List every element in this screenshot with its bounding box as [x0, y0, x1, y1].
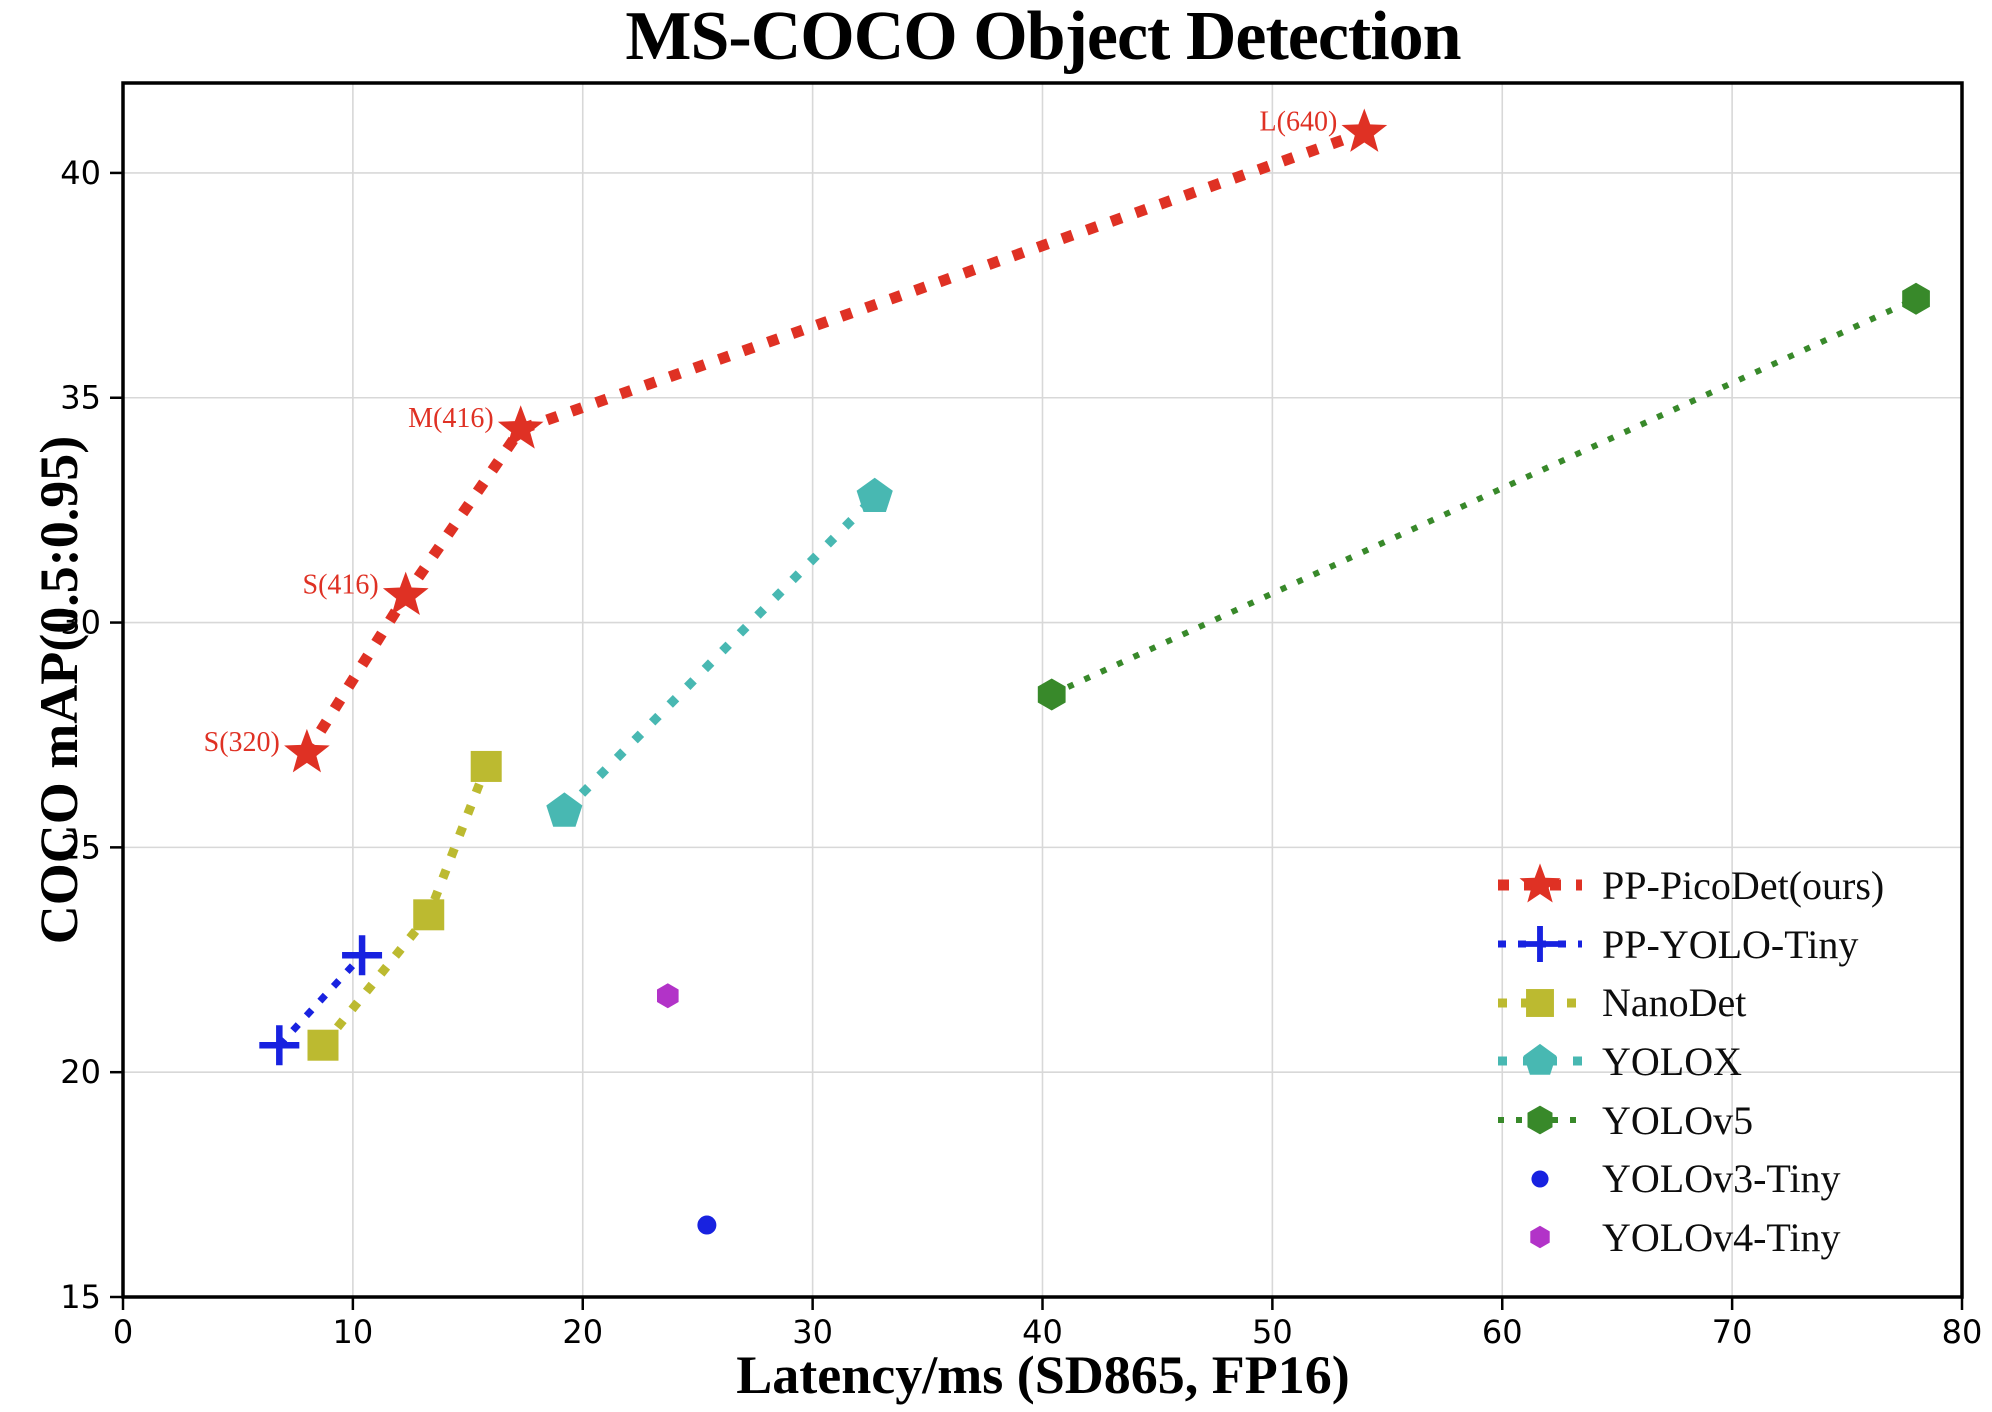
legend-swatch-5 — [1531, 1170, 1549, 1188]
y-tick-label-35: 35 — [60, 379, 101, 417]
marker-yolov5-0 — [1037, 678, 1066, 711]
legend-label-0: PP-PicoDet(ours) — [1602, 862, 1885, 908]
chart-title: MS-COCO Object Detection — [625, 0, 1461, 75]
legend: PP-PicoDet(ours) PP-YOLO-Tiny NanoDet YO… — [1496, 856, 1884, 1267]
legend-swatch-1 — [1498, 926, 1582, 963]
legend-item-pp-yolo-tiny: PP-YOLO-Tiny — [1496, 915, 1884, 974]
legend-item-yolov3-tiny: YOLOv3-Tiny — [1496, 1149, 1884, 1208]
marker-yolox-1 — [856, 477, 893, 512]
point-label-pp-picodet-ours-2: M(416) — [408, 403, 494, 434]
legend-label-6: YOLOv4-Tiny — [1602, 1214, 1841, 1260]
marker-pp-yolo-tiny-0 — [259, 1025, 300, 1066]
marker-pp-yolo-tiny-1 — [342, 935, 383, 976]
legend-label-5: YOLOv3-Tiny — [1602, 1156, 1841, 1202]
square-icon — [1526, 988, 1554, 1017]
legend-swatch-3 — [1498, 1044, 1582, 1076]
legend-label-1: PP-YOLO-Tiny — [1602, 921, 1859, 967]
legend-swatch-4 — [1498, 1105, 1582, 1135]
point-label-pp-picodet-ours-1: S(416) — [303, 570, 379, 601]
series-line-pp-yolo-tiny — [276, 952, 365, 1048]
x-axis-label: Latency/ms (SD865, FP16) — [736, 1345, 1350, 1405]
x-tick-label-70: 70 — [1712, 1313, 1753, 1351]
x-tick-label-30: 30 — [792, 1313, 833, 1351]
marker-pp-picodet-ours-2 — [497, 405, 544, 449]
series-line-pp-picodet-ours — [302, 127, 1367, 756]
x-tick-label-40: 40 — [1022, 1313, 1063, 1351]
marker-pp-picodet-ours-3 — [1341, 108, 1388, 152]
x-tick-label-20: 20 — [562, 1313, 603, 1351]
pentagon-icon — [1523, 1044, 1557, 1076]
y-tick-label-20: 20 — [60, 1053, 101, 1091]
marker-yolox-0 — [546, 792, 583, 827]
y-tick-label-30: 30 — [60, 604, 101, 642]
series-line-yolox — [561, 493, 878, 815]
point-label-pp-picodet-ours-0: S(320) — [204, 727, 280, 758]
marker-nanodet-1 — [413, 899, 445, 931]
legend-label-2: NanoDet — [1602, 980, 1747, 1026]
legend-item-yolox: YOLOX — [1496, 1032, 1884, 1091]
marker-nanodet-2 — [470, 750, 502, 782]
legend-item-nanodet: NanoDet — [1496, 973, 1884, 1032]
marker-yolov5-1 — [1902, 282, 1930, 315]
marker-yolov3-tiny-0 — [697, 1215, 717, 1235]
hexagon-small-icon — [1530, 1226, 1550, 1249]
y-tick-label-25: 25 — [60, 828, 101, 866]
legend-label-4: YOLOv5 — [1602, 1097, 1754, 1143]
y-tick-label-15: 15 — [60, 1278, 101, 1316]
y-axis-label: COCO mAP(0.5:0.95) — [29, 435, 89, 945]
marker-yolov4-tiny-0 — [657, 983, 679, 1009]
marker-pp-picodet-ours-0 — [284, 728, 330, 773]
legend-item-yolov4-tiny: YOLOv4-Tiny — [1496, 1208, 1884, 1267]
legend-swatch-2 — [1498, 988, 1582, 1017]
x-tick-label-60: 60 — [1482, 1313, 1523, 1351]
series-line-yolov5 — [1050, 296, 1918, 698]
y-tick-label-40: 40 — [60, 154, 101, 192]
x-tick-label-50: 50 — [1252, 1313, 1293, 1351]
hexagon-icon — [1527, 1105, 1553, 1135]
legend-item-yolov5: YOLOv5 — [1496, 1091, 1884, 1150]
circle-icon — [1531, 1170, 1549, 1188]
x-tick-label-80: 80 — [1942, 1313, 1983, 1351]
series-line-nanodet — [319, 764, 491, 1049]
marker-pp-picodet-ours-1 — [382, 571, 429, 615]
x-tick-label-10: 10 — [333, 1313, 374, 1351]
legend-swatch-0 — [1498, 863, 1582, 903]
x-tick-label-0: 0 — [113, 1313, 133, 1351]
legend-item-pp-picodet: PP-PicoDet(ours) — [1496, 856, 1884, 915]
legend-swatch-6 — [1530, 1226, 1550, 1249]
point-label-pp-picodet-ours-3: L(640) — [1260, 106, 1338, 137]
marker-nanodet-0 — [307, 1029, 339, 1061]
legend-label-3: YOLOX — [1602, 1038, 1742, 1084]
plus-icon — [1522, 926, 1558, 963]
star-icon — [1519, 863, 1561, 903]
